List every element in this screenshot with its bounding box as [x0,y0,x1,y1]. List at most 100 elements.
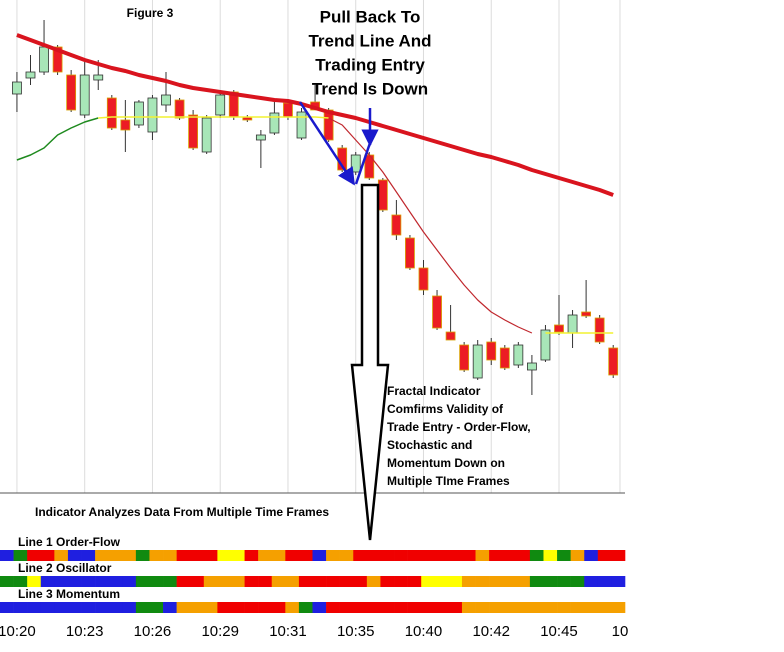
indicator-segment [529,550,544,561]
x-tick-label: 10:29 [201,623,239,640]
indicator-segment [13,602,28,613]
indicator-segment [27,576,42,587]
indicator-segment [366,550,381,561]
x-tick-label: 10:26 [134,623,172,640]
indicator-segment [529,602,544,613]
indicator-segment [529,576,544,587]
indicator-segment [570,550,585,561]
indicator-segment [230,602,245,613]
indicator-segment [40,602,55,613]
trend-arrow [298,101,356,186]
candle-body [188,114,199,149]
indicator-segment [502,576,517,587]
indicator-segment [0,576,14,587]
indicator-segment [230,550,245,561]
indicator-segment [149,576,164,587]
indicator-segment [122,602,137,613]
candle-body [567,314,578,334]
candle-body [52,46,63,73]
indicator-segment [190,576,205,587]
indicator-segment [394,602,408,613]
indicator-segment [163,550,177,561]
indicator-segment [0,602,14,613]
indicator-segment [407,550,422,561]
indicator-segment [611,550,626,561]
note-line: Stochastic and [387,438,472,452]
indicator-segment [176,576,191,587]
indicator-segment [557,602,571,613]
indicator-segment [461,576,476,587]
indicator-segment [149,602,164,613]
indicator-segment [570,602,585,613]
indicator-segment [298,576,313,587]
moving-average [16,117,99,161]
indicator-segment [95,576,109,587]
moving-average [98,116,614,334]
candle-body [540,329,551,361]
indicator-segment [597,602,612,613]
indicator-segment [312,576,327,587]
note-line: Multiple TIme Frames [387,474,510,488]
candle-body [377,179,388,211]
indicator-segment [326,602,340,613]
candle-body [296,111,307,139]
candle-body [161,94,171,106]
indicator-label: Line 1 Order-Flow [18,535,121,549]
indicator-segment [611,602,626,613]
candle-body [269,112,280,134]
indicator-segment [81,576,96,587]
candle-body [255,134,266,141]
candle-body [445,331,456,341]
candle-body [527,362,537,371]
indicator-segment [27,550,42,561]
indicator-segment [271,576,286,587]
indicator-segment [394,550,408,561]
indicator-segment [570,576,585,587]
candle-body [391,214,402,236]
indicator-segment [448,550,463,561]
indicator-segment [516,550,531,561]
indicator-segment [461,550,476,561]
indicator-segment [258,602,273,613]
indicator-segment [584,602,599,613]
indicator-segment [557,576,571,587]
candle-body [472,344,483,379]
indicator-segment [489,602,504,613]
down-arrow [350,183,390,541]
candle-body [405,237,415,269]
annotation: Trend Line And [308,31,431,50]
indicator-segment [203,576,218,587]
indicator-segment [353,602,368,613]
indicator-segment [407,602,422,613]
indicator-segment [108,602,123,613]
indicator-segment [27,602,42,613]
annotation: Trend Is Down [312,79,428,98]
indicator-segment [475,602,490,613]
indicator-segment [190,602,205,613]
candle-body [66,74,77,111]
indicator-segment [326,550,340,561]
note-line: Comfirms Validity of [387,402,504,416]
indicator-segment [407,576,422,587]
indicator-segment [54,602,69,613]
indicator-segment [0,550,14,561]
indicator-segment [67,576,82,587]
candle-body [79,74,90,116]
candle-body [215,94,226,116]
indicator-segment [54,550,69,561]
x-tick-label: 10:40 [405,623,443,640]
indicator-segment [122,576,137,587]
indicator-segment [285,602,300,613]
note-line: Momentum Down on [387,456,505,470]
indicator-segment [475,576,490,587]
candle-body [12,81,22,95]
indicator-segment [13,550,28,561]
indicator-segment [339,576,354,587]
candle-body [486,341,497,361]
indicator-segment [366,602,381,613]
indicator-segment [489,550,504,561]
indicator-segment [475,550,490,561]
indicator-segment [203,602,218,613]
indicator-segment [298,602,313,613]
